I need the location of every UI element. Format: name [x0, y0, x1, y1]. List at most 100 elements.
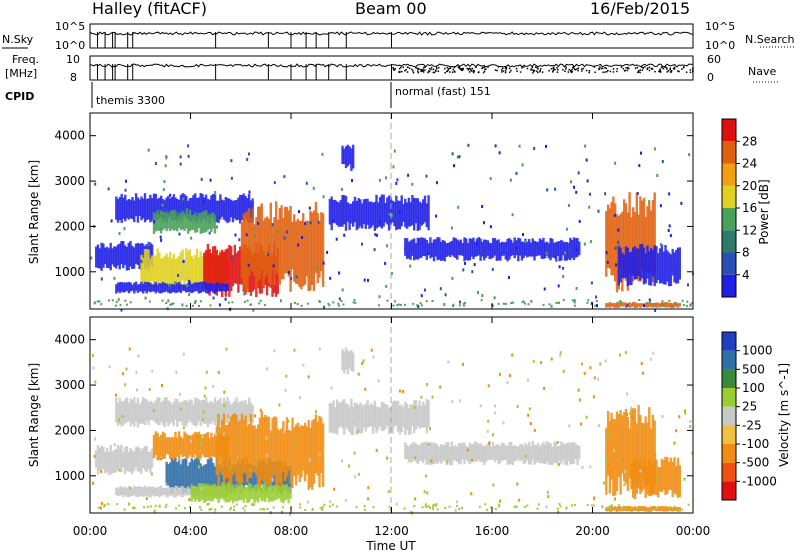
power-speckle — [100, 277, 103, 281]
vel-echo-band-0 — [194, 397, 197, 427]
vel-echo-band-7 — [396, 400, 400, 432]
nave-point — [432, 71, 435, 74]
power-echo-band-0 — [124, 194, 127, 222]
power-echo-band-8 — [470, 238, 473, 257]
vel-echo-band-8 — [457, 443, 461, 465]
power-speckle — [209, 178, 212, 182]
power-echo-band-8 — [459, 239, 463, 256]
vel-echo-band-5 — [179, 486, 183, 497]
nave-point — [659, 71, 662, 73]
vel-echo-band-1 — [127, 452, 130, 472]
vel-near-range-point — [618, 504, 620, 507]
power-near-range-point — [412, 302, 415, 305]
vel-near-range-point — [432, 503, 435, 506]
vel-echo-band-7 — [427, 400, 430, 428]
vel-speckle — [506, 381, 509, 385]
vel-echo-band-11 — [606, 506, 610, 511]
vel-near-range-point — [429, 506, 432, 509]
vel-echo-band-2 — [183, 431, 186, 457]
vel-speckle — [625, 351, 628, 355]
vel-speckle — [353, 451, 356, 455]
vel-echo-band-7 — [328, 403, 332, 433]
vel-echo-band-7 — [355, 403, 358, 435]
vel-speckle — [426, 383, 429, 386]
power-speckle — [462, 268, 465, 272]
power-speckle — [186, 284, 189, 287]
vel-speckle — [479, 404, 482, 408]
nave-point — [471, 67, 474, 70]
vel-echo-band-6 — [278, 485, 281, 499]
power-echo-band-8 — [413, 238, 416, 261]
vel-echo-band-11 — [614, 506, 617, 511]
power-speckle — [164, 164, 167, 168]
vel-speckle — [293, 348, 296, 352]
power-echo-band-7 — [382, 194, 385, 227]
vel-speckle — [329, 500, 332, 504]
vel-echo-band-3 — [197, 457, 201, 493]
power-near-range-point — [125, 303, 128, 306]
power-speckle — [181, 303, 184, 307]
nsky-trace — [89, 30, 694, 48]
power-near-range-point — [616, 301, 619, 304]
vel-echo-band-8 — [522, 445, 525, 464]
power-speckle — [411, 182, 414, 186]
nave-point — [475, 66, 477, 69]
vel-echo-band-1 — [129, 447, 132, 473]
power-speckle — [604, 192, 607, 196]
power-echo-band-5 — [321, 213, 325, 287]
vel-echo-band-8 — [520, 443, 524, 461]
vel-echo-band-5 — [181, 486, 184, 498]
vel-echo-band-0 — [226, 397, 229, 423]
power-echo-band-2 — [100, 242, 103, 271]
power-colorbar-segment — [722, 185, 736, 209]
power-near-range-point — [129, 301, 132, 304]
power-echo-band-5 — [309, 210, 312, 291]
vel-echo-band-9 — [619, 410, 622, 495]
power-echo-band-2 — [95, 246, 98, 268]
nave-point — [572, 67, 575, 69]
power-speckle — [236, 200, 239, 204]
vel-echo-band-5 — [118, 486, 122, 496]
nave-point — [670, 71, 673, 73]
power-echo-band-10 — [662, 251, 665, 285]
power-echo-band-7 — [373, 201, 376, 231]
vel-echo-band-4 — [221, 419, 224, 475]
power-echo-band-9 — [628, 192, 631, 274]
power-echo-band-5 — [316, 212, 319, 284]
nave-point — [423, 66, 425, 69]
power-near-range-point — [393, 300, 396, 303]
power-echo-band-6 — [142, 284, 145, 294]
power-near-range-point — [522, 300, 525, 303]
power-colorbar-segment — [722, 230, 736, 253]
vel-echo-band-3 — [169, 462, 172, 489]
vel-echo-band-8 — [551, 446, 554, 466]
power-speckle — [577, 171, 580, 175]
velocity-colorbar-segment — [722, 462, 736, 482]
power-speckle — [398, 211, 401, 214]
power-speckle — [385, 176, 387, 180]
nave-point — [646, 67, 649, 69]
nsearch-tick-top: 10^5 — [705, 20, 735, 33]
vel-near-range-point — [458, 508, 461, 510]
nave-point — [453, 66, 456, 69]
vel-echo-band-0 — [118, 397, 122, 425]
power-echo-band-7 — [335, 201, 339, 226]
vel-speckle — [430, 459, 433, 463]
velocity-ylabel: Slant Range [km] — [27, 363, 41, 467]
vel-echo-band-10 — [642, 458, 646, 490]
power-echo-band-8 — [572, 237, 576, 261]
vel-near-range-point — [421, 506, 424, 509]
power-echo-band-2 — [96, 244, 100, 268]
power-echo-band-10 — [653, 245, 656, 287]
vel-echo-band-8 — [432, 442, 436, 465]
vel-echo-band-6 — [246, 486, 249, 503]
vel-near-range-point — [165, 503, 168, 506]
power-echo-band-5 — [251, 208, 254, 272]
vel-speckle — [540, 361, 542, 365]
power-speckle — [317, 220, 320, 224]
power-near-range-point — [416, 304, 419, 307]
vel-echo-band-9 — [628, 428, 631, 479]
nave-tick-top: 60 — [707, 53, 721, 66]
vel-near-range-point — [107, 503, 110, 506]
vel-echo-band-0 — [210, 401, 213, 425]
